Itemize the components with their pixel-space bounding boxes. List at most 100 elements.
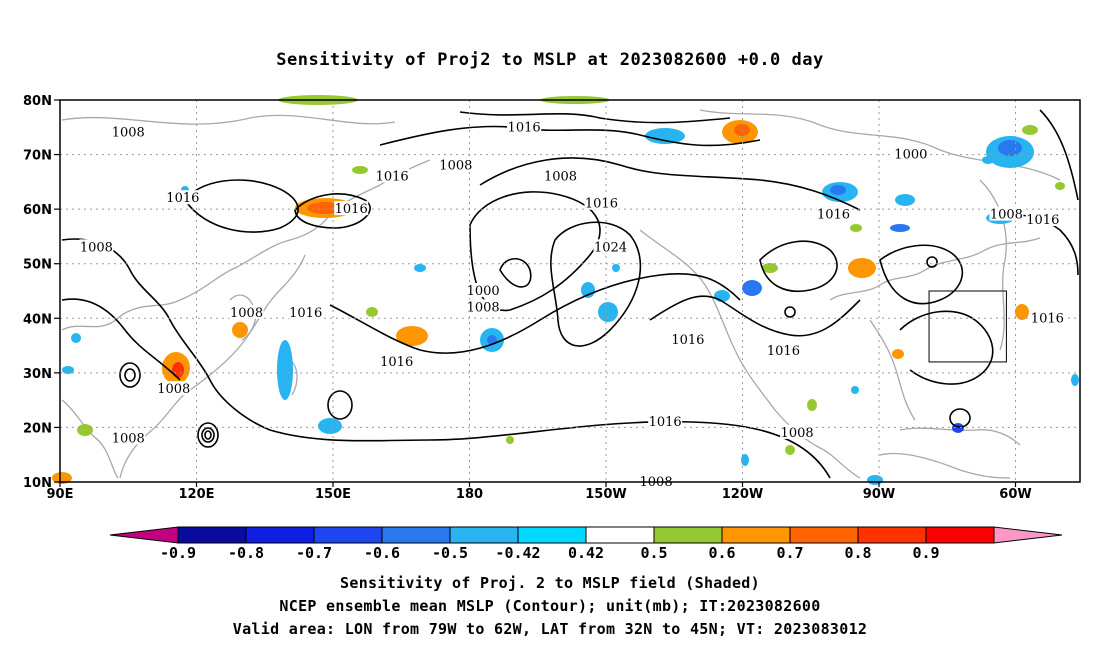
contour-label: 1016 (649, 415, 682, 430)
lon-label: 90E (47, 487, 74, 502)
colorbar-segment (857, 526, 927, 544)
contour-label-bg (165, 190, 200, 205)
lat-label: 70N (23, 149, 52, 164)
lat-label: 30N (23, 367, 52, 382)
sensitivity-patch (232, 322, 248, 338)
contour-label-bg (111, 124, 146, 139)
lon-label: 120W (722, 487, 763, 502)
contour-label-bg (79, 239, 114, 254)
sensitivity-patch (807, 399, 817, 411)
lon-label: 90W (863, 487, 895, 502)
colorbar-label: -0.9 (160, 544, 196, 562)
sensitivity-patch (612, 264, 620, 272)
contour-label: 1016 (376, 169, 409, 184)
caption-contour: NCEP ensemble mean MSLP (Contour); unit(… (279, 597, 821, 615)
sensitivity-patch (998, 140, 1022, 156)
contour-label: 1008 (781, 426, 814, 441)
contour-label: 1016 (1031, 311, 1064, 326)
contour-label: 1008 (544, 169, 577, 184)
lon-label: 150W (585, 487, 626, 502)
sensitivity-patch (414, 264, 426, 272)
contour-label-bg (379, 353, 414, 368)
lat-label: 60N (23, 203, 52, 218)
contour-label: 1008 (80, 240, 113, 255)
sensitivity-patch (982, 156, 994, 164)
contour-label: 1008 (230, 306, 263, 321)
mslp-contours (61, 109, 1079, 479)
colorbar-label: -0.6 (364, 544, 400, 562)
contour-label: 1016 (380, 355, 413, 370)
colorbar-label: -0.7 (296, 544, 332, 562)
contour-label: 1008 (467, 300, 500, 315)
sensitivity-patch (506, 436, 514, 444)
contour-label-bg (593, 239, 628, 254)
contour-label-bg (375, 168, 410, 183)
contour-label-bg (816, 206, 851, 221)
colorbar-segment (177, 526, 247, 544)
longitude-labels: 90E 120E 150E 180 150W 120W 90W 60W (47, 482, 1032, 502)
lat-lon-grid (60, 100, 1080, 482)
lon-label: 180 (456, 487, 483, 502)
contour-label-bg (156, 381, 191, 396)
contour-label: 1016 (1026, 213, 1059, 228)
plot-title: Sensitivity of Proj2 to MSLP at 20230826… (276, 50, 824, 70)
sensitivity-patch (645, 128, 685, 144)
colorbar-segment (721, 526, 791, 544)
contour-label-bg (288, 304, 323, 319)
colorbar-label: 0.8 (844, 544, 871, 562)
map-frame (59, 99, 1081, 483)
colorbar-segment (449, 526, 519, 544)
contour-label-bg (334, 201, 369, 216)
sensitivity-patch (895, 194, 915, 206)
sensitivity-patch (277, 340, 293, 400)
contour-label-bg (507, 119, 542, 134)
lon-label: 120E (178, 487, 214, 502)
sensitivity-patch (742, 280, 762, 296)
lat-label: 20N (23, 421, 52, 436)
sensitivity-shading (52, 95, 1079, 485)
caption-valid-area: Valid area: LON from 79W to 62W, LAT fro… (232, 620, 868, 638)
lon-label: 60W (999, 487, 1031, 502)
contour-label: 1016 (585, 197, 618, 212)
sensitivity-patch (890, 224, 910, 232)
colorbar-label: -0.8 (228, 544, 264, 562)
contour-label-bg (893, 146, 928, 161)
sensitivity-patch (172, 362, 184, 378)
contour-label: 1008 (157, 382, 190, 397)
colorbar-labels: -0.9 -0.8 -0.7 -0.6 -0.5 -0.42 0.42 0.5 0.6 0.7 0.… (160, 544, 940, 562)
contour-label: 1016 (508, 120, 541, 135)
sensitivity-patch (1055, 182, 1065, 190)
colorbar-segment (313, 526, 383, 544)
lat-label: 50N (23, 258, 52, 273)
contour-label-bg (466, 299, 501, 314)
sensitivity-patch (830, 185, 846, 195)
contour-label: 1016 (166, 191, 199, 206)
contour-label-bg (584, 195, 619, 210)
contour-label: 1016 (767, 344, 800, 359)
contour-label: 1016 (289, 306, 322, 321)
colorbar (109, 526, 1063, 544)
sensitivity-patch (714, 290, 730, 302)
sensitivity-patch (598, 302, 618, 322)
colorbar-extend-high (993, 526, 1063, 544)
colorbar-label: -0.5 (432, 544, 468, 562)
sensitivity-patch (867, 475, 883, 485)
contour-label-bg (229, 304, 264, 319)
caption-shading: Sensitivity of Proj. 2 to MSLP field (Sh… (340, 574, 760, 592)
sensitivity-patch (850, 224, 862, 232)
coastlines (61, 109, 1061, 479)
colorbar-label: 0.9 (912, 544, 939, 562)
contour-label-bg (111, 430, 146, 445)
colorbar-segment (925, 526, 995, 544)
sensitivity-patch (366, 307, 378, 317)
colorbar-segment (245, 526, 315, 544)
colorbar-segment (517, 526, 587, 544)
contour-label: 1024 (594, 240, 627, 255)
sensitivity-patch (77, 424, 93, 436)
sensitivity-patch (396, 326, 428, 346)
contour-label-bg (639, 474, 674, 488)
contour-label: 1008 (990, 208, 1023, 223)
contour-label: 1000 (467, 284, 500, 299)
